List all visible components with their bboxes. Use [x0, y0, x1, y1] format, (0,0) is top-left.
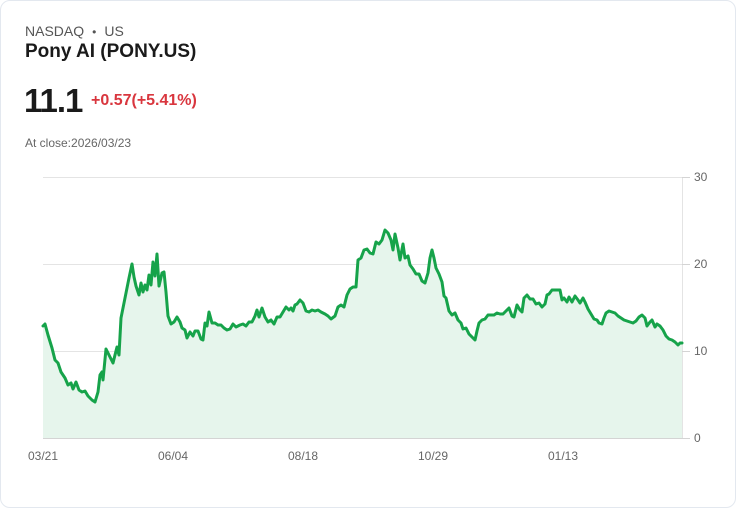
stock-price: 11.1: [24, 82, 83, 119]
market-name: US: [104, 23, 124, 39]
x-tick-label: 10/29: [418, 449, 448, 463]
stock-name: Pony AI (PONY.US): [25, 41, 197, 62]
price-change: +0.57(+5.41%): [91, 92, 197, 109]
separator-dot: •: [92, 25, 97, 39]
y-axis-labels: 30 20 10 0: [694, 170, 708, 445]
exchange-line: NASDAQ • US: [25, 23, 124, 39]
x-tick-label: 06/04: [158, 449, 188, 463]
y-tick-10: 10: [694, 344, 708, 358]
close-date: At close:2026/03/23: [25, 136, 132, 150]
y-tick-0: 0: [694, 431, 701, 445]
price-line: [41, 228, 684, 404]
price-area-fill: [43, 230, 682, 438]
x-tick-label: 08/18: [288, 449, 318, 463]
x-tick-label: 01/13: [548, 449, 578, 463]
x-axis-labels: 03/21 06/04 08/18 10/29 01/13: [28, 449, 578, 463]
exchange-name: NASDAQ: [25, 23, 85, 39]
x-tick-label: 03/21: [28, 449, 58, 463]
y-tick-30: 30: [694, 170, 708, 184]
y-tick-20: 20: [694, 257, 708, 271]
